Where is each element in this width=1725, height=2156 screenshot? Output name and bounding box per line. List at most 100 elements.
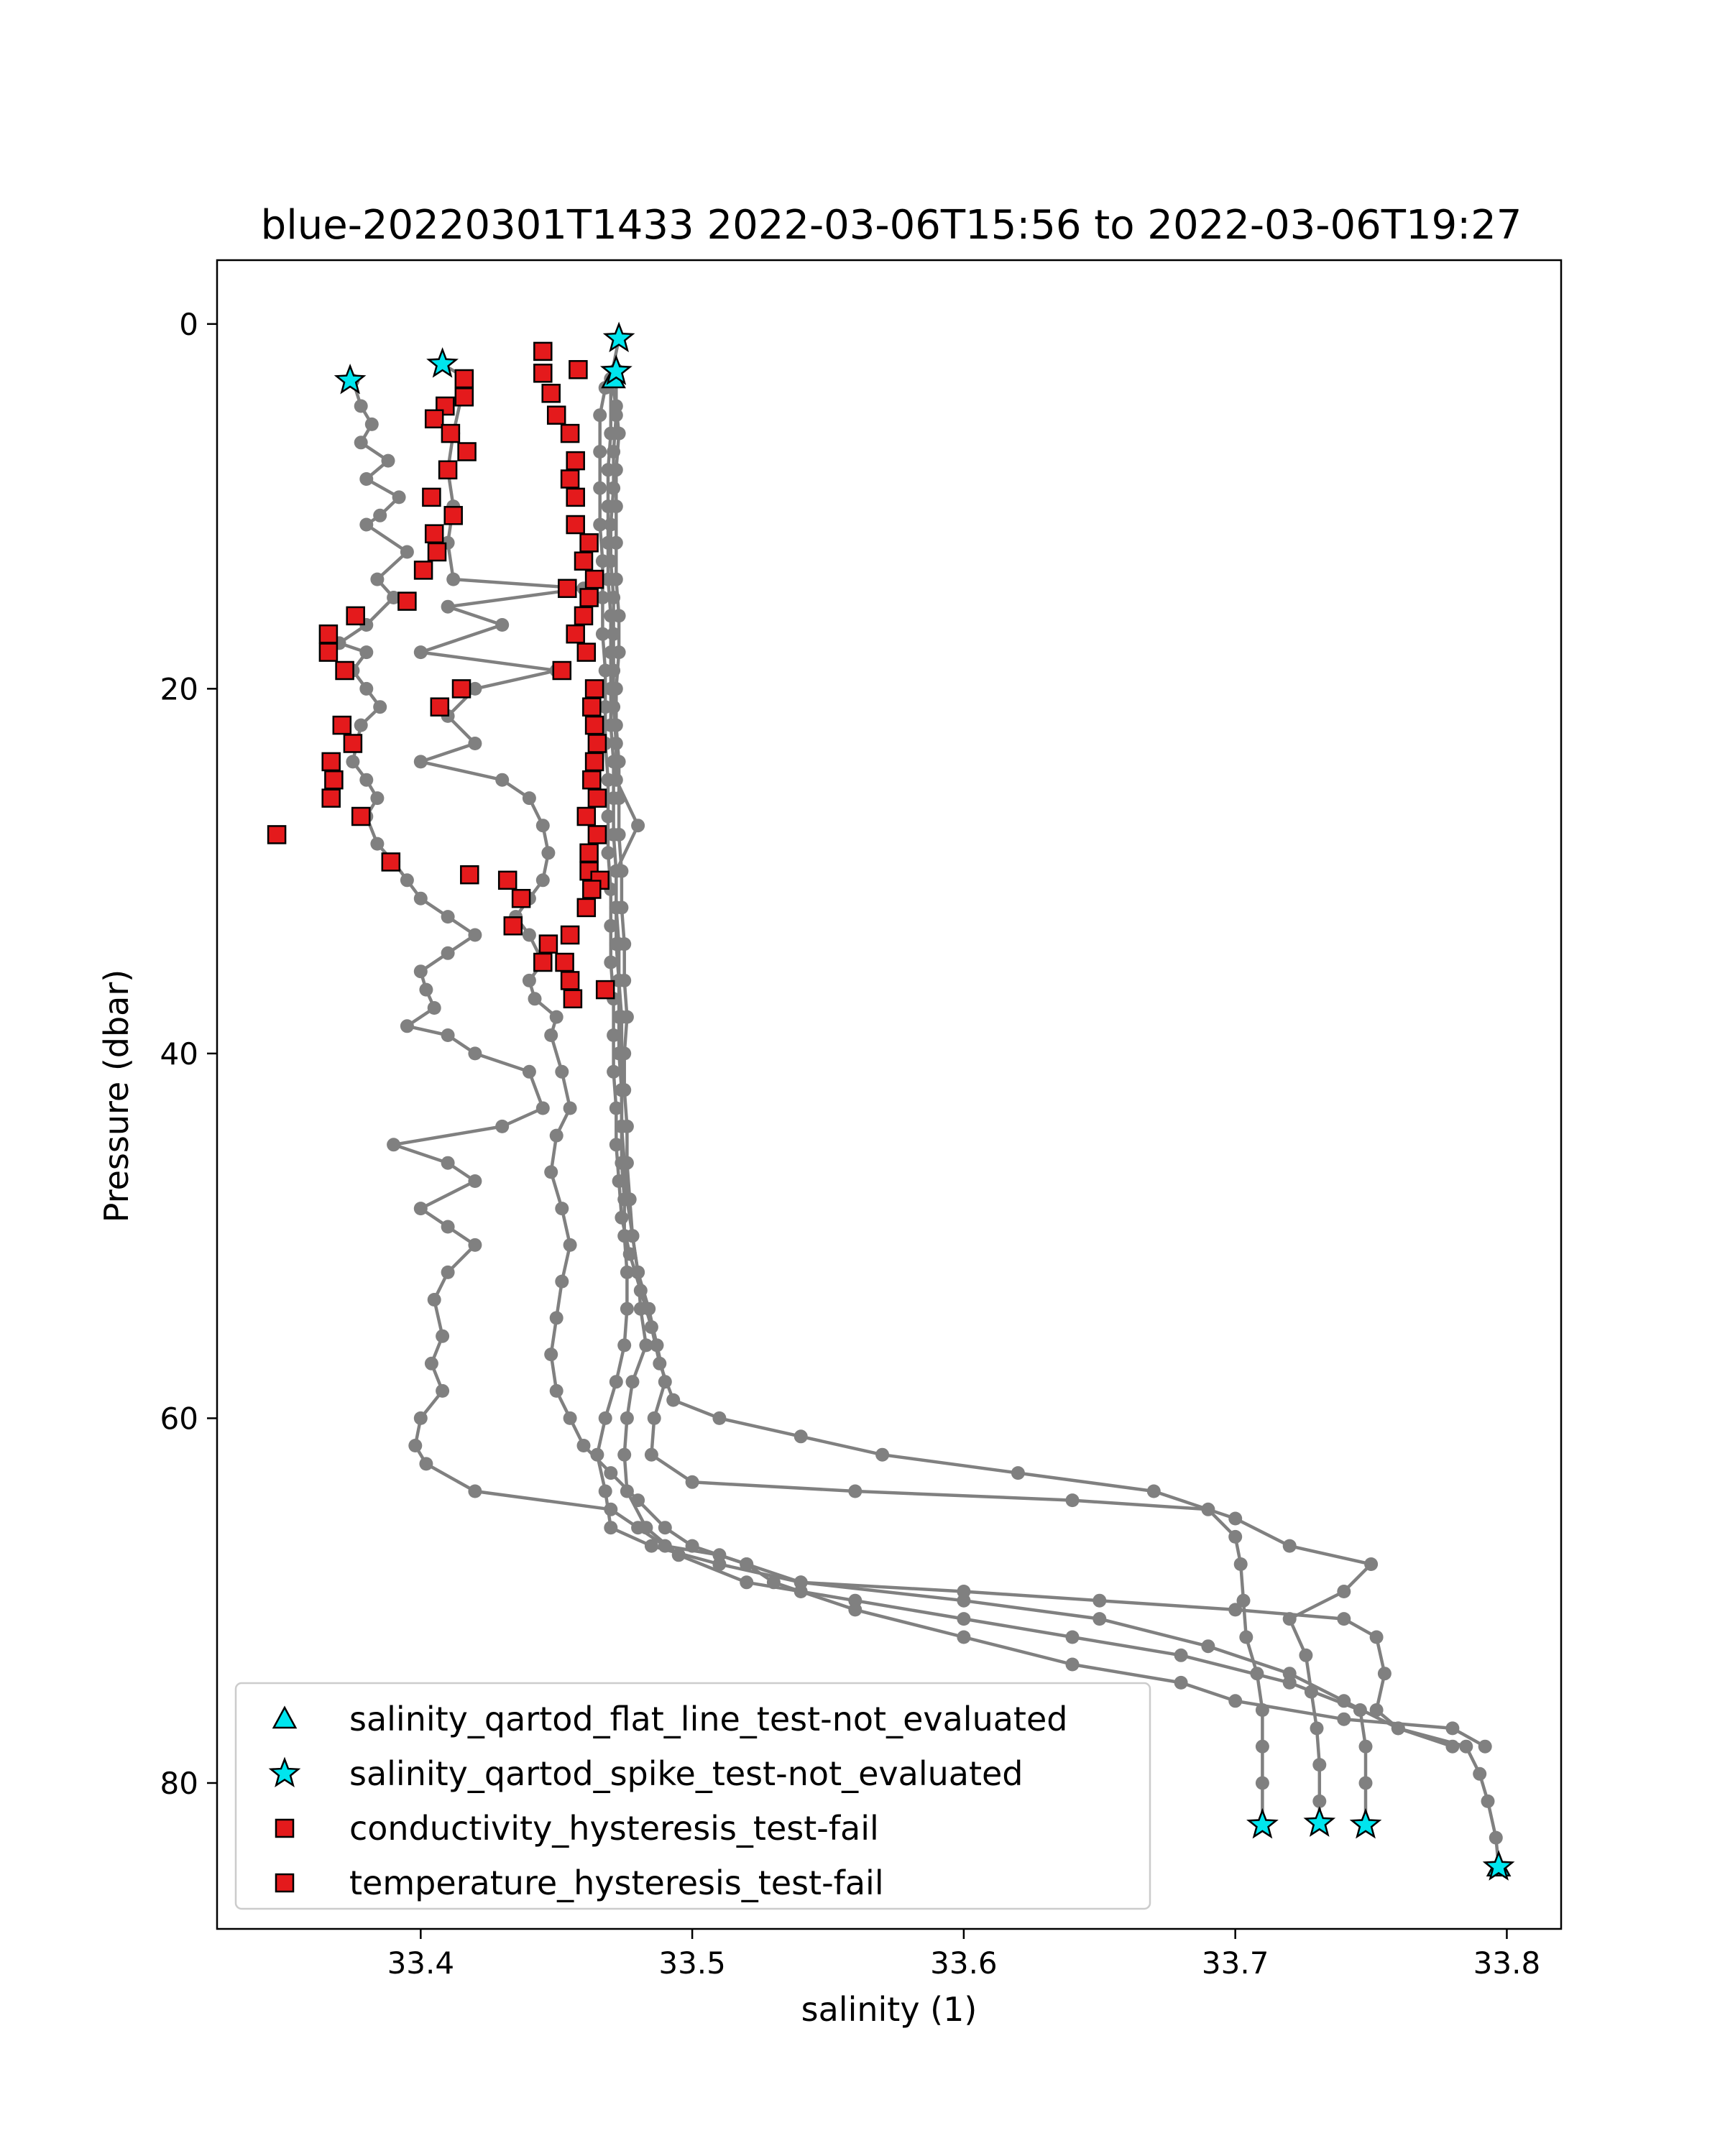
profile-point — [617, 1229, 632, 1243]
profile-point — [1174, 1648, 1188, 1662]
profile-point — [607, 755, 621, 769]
hysteresis-fail-marker — [321, 752, 341, 772]
profile-point — [441, 910, 455, 924]
profile-point — [612, 973, 626, 987]
profile-point — [1233, 1557, 1248, 1571]
x-tick-label: 33.5 — [658, 1945, 726, 1981]
profile-point — [601, 846, 615, 860]
spike-test-markers — [334, 321, 1515, 1881]
hysteresis-fail-marker — [579, 843, 599, 863]
profile-point — [604, 609, 618, 623]
profile-point — [740, 1557, 754, 1571]
profile-point — [957, 1612, 971, 1626]
plot-area — [267, 321, 1515, 1881]
profile-point — [370, 572, 385, 586]
hysteresis-fail-marker — [576, 642, 597, 662]
profile-point — [522, 1064, 536, 1079]
profile-point — [601, 535, 615, 550]
hysteresis-fail-marker — [587, 788, 607, 808]
y-tick-label: 20 — [160, 671, 198, 706]
profile-point — [441, 599, 455, 614]
profile-point — [468, 928, 482, 942]
hysteresis-fail-marker — [595, 980, 615, 1000]
profile-point — [631, 1521, 645, 1535]
profile-point — [1011, 1466, 1025, 1480]
profile-point — [794, 1575, 808, 1590]
y-tick-label: 80 — [160, 1766, 198, 1801]
profile-point — [387, 1138, 401, 1152]
profile-point — [740, 1575, 754, 1590]
profile-point — [1228, 1511, 1243, 1526]
profile-point — [359, 681, 374, 696]
profile-point — [359, 517, 374, 532]
profile-point — [644, 1320, 658, 1335]
profile-point — [408, 1439, 423, 1452]
profile-point — [794, 1429, 808, 1444]
profile-point — [413, 755, 428, 769]
profile-point — [413, 645, 428, 660]
spike-test-marker — [1482, 1850, 1515, 1881]
profile-point — [359, 773, 374, 787]
profile-point — [609, 1375, 623, 1389]
profile-point — [658, 1539, 672, 1553]
hysteresis-fail-marker — [569, 360, 588, 379]
legend-frame — [234, 1682, 1151, 1910]
hysteresis-fail-marker — [560, 971, 580, 990]
profile-point — [633, 1284, 648, 1298]
profile-series-5 — [332, 374, 1492, 1754]
hysteresis-fail-marker — [443, 506, 463, 525]
hysteresis-fail-marker — [451, 679, 472, 699]
y-tick-label: 40 — [160, 1036, 198, 1072]
profile-point — [370, 791, 385, 806]
profile-point — [601, 773, 615, 787]
x-tick-label: 33.4 — [387, 1945, 455, 1981]
hysteresis-fail-marker — [441, 423, 461, 443]
hysteresis-fail-marker — [497, 870, 518, 890]
profile-point — [555, 1064, 569, 1079]
hysteresis-fail-marker — [318, 624, 339, 644]
profile-point — [644, 1447, 658, 1462]
x-tick-label: 33.7 — [1202, 1945, 1269, 1981]
profile-point — [1201, 1639, 1215, 1654]
profile-point — [607, 1064, 621, 1079]
profile-series-4 — [590, 375, 1506, 1874]
profile-point — [609, 1138, 623, 1152]
hysteresis-fail-marker — [566, 624, 585, 644]
profile-point — [373, 508, 387, 522]
profile-point — [609, 408, 623, 423]
profile-point — [620, 1411, 634, 1425]
profile-point — [522, 791, 536, 806]
profile-point — [427, 1293, 441, 1307]
profile-point — [359, 645, 374, 660]
profile-point — [601, 499, 615, 514]
legend-label: salinity_qartod_flat_line_test-not_evalu… — [349, 1700, 1067, 1738]
legend-label: temperature_hysteresis_test-fail — [349, 1864, 884, 1902]
profile-point — [1282, 1539, 1297, 1553]
profile-line — [598, 387, 1373, 1823]
y-axis-label: Pressure (dbar) — [97, 969, 136, 1222]
hysteresis-fail-marker — [346, 606, 365, 626]
profile-point — [620, 1302, 634, 1316]
hysteresis-fail-marker — [397, 591, 417, 611]
y-tick-label: 0 — [179, 307, 198, 342]
profile-point — [609, 864, 623, 878]
profile-point — [609, 900, 623, 915]
profile-point — [535, 819, 550, 833]
profile-point — [400, 545, 414, 559]
profile-point — [427, 1001, 441, 1015]
hysteresis-fail-marker — [584, 679, 604, 699]
profile-point — [1282, 1667, 1297, 1681]
profile-point — [612, 1046, 626, 1061]
profile-point — [468, 737, 482, 750]
profile-point — [1310, 1721, 1324, 1736]
profile-point — [354, 399, 368, 413]
profile-point — [593, 445, 607, 459]
hysteresis-fail-marker — [574, 551, 594, 571]
hysteresis-fail-marker — [321, 788, 341, 808]
profile-point — [563, 1238, 577, 1252]
profile-point — [441, 1156, 455, 1170]
profile-point — [555, 1202, 569, 1216]
profile-point — [563, 1411, 577, 1425]
profile-point — [1092, 1593, 1107, 1608]
profile-point — [544, 1165, 558, 1179]
